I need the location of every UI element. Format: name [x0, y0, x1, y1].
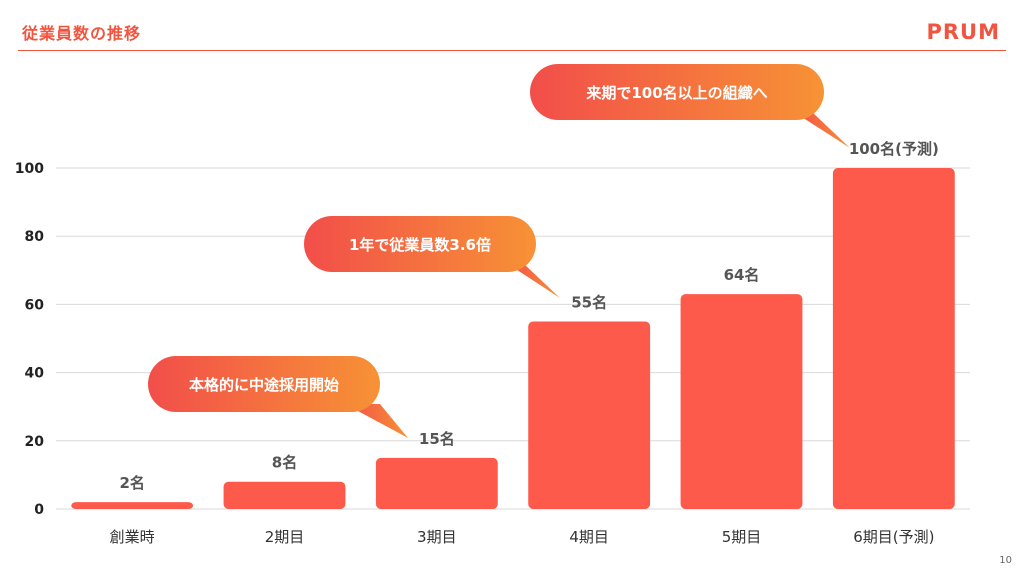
y-tick-label: 20	[25, 434, 45, 450]
data-label: 55名	[571, 293, 607, 311]
callout-tail	[345, 404, 408, 438]
callout-tail	[508, 264, 560, 298]
callout-bubble-mid-career-hiring: 本格的に中途採用開始	[148, 356, 380, 412]
bar	[375, 457, 498, 509]
bar	[832, 168, 955, 509]
x-category-label: 5期目	[722, 528, 762, 546]
data-label: 100名(予測)	[849, 140, 939, 158]
x-category-label: 創業時	[110, 528, 155, 546]
brand-logo: PRUM	[926, 20, 1000, 44]
y-tick-label: 40	[25, 366, 45, 382]
data-label: 2名	[119, 474, 144, 492]
x-category-label: 4期目	[569, 528, 609, 546]
data-label: 8名	[272, 454, 297, 472]
y-tick-label: 60	[25, 297, 45, 313]
page-number: 10	[999, 555, 1012, 566]
bar	[71, 502, 194, 509]
x-category-label: 3期目	[417, 528, 457, 546]
data-label: 15名	[419, 430, 455, 448]
x-category-label: 2期目	[265, 528, 305, 546]
bar	[223, 481, 346, 509]
bar	[528, 321, 651, 509]
data-label: 64名	[724, 266, 760, 284]
callout-tail	[794, 112, 850, 148]
page-title: 従業員数の推移	[22, 24, 142, 43]
header-divider	[18, 50, 1006, 51]
bar	[680, 294, 803, 509]
callout-bubble-growth-3-6x: 1年で従業員数3.6倍	[304, 216, 536, 272]
callout-bubble-100-employees: 来期で100名以上の組織へ	[530, 64, 824, 120]
y-tick-label: 80	[25, 229, 45, 245]
y-tick-label: 0	[34, 502, 44, 518]
x-category-label: 6期目(予測)	[853, 528, 934, 546]
y-tick-label: 100	[15, 161, 44, 177]
